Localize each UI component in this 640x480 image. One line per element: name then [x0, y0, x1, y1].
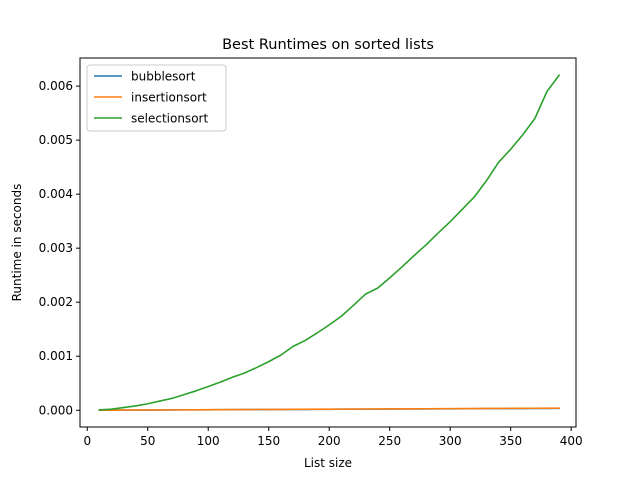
y-tick-label: 0.002 — [39, 295, 73, 309]
x-tick-label: 150 — [257, 434, 280, 448]
series-line-insertionsort — [98, 407, 560, 412]
x-tick-label: 50 — [140, 434, 155, 448]
axes-frame — [79, 57, 577, 428]
x-axis-label: List size — [304, 456, 352, 470]
x-tick-label: 250 — [378, 434, 401, 448]
x-tick-label: 100 — [197, 434, 220, 448]
legend-label-insertionsort: insertionsort — [131, 91, 207, 105]
series-line-selectionsort — [98, 74, 561, 411]
chart-title: Best Runtimes on sorted lists — [222, 37, 434, 53]
y-tick-label: 0.003 — [39, 241, 73, 255]
x-tick-label: 300 — [439, 434, 462, 448]
y-axis: 0.000 0.001 0.002 0.003 0.004 0.005 0.006 — [39, 79, 80, 417]
plot-area — [98, 74, 561, 412]
x-tick-label: 400 — [560, 434, 583, 448]
y-tick-label: 0.004 — [39, 187, 73, 201]
legend-box — [86, 64, 227, 132]
x-tick-label: 350 — [499, 434, 522, 448]
x-axis: 0 50 100 150 200 250 300 350 400 — [83, 427, 583, 448]
x-tick-label: 0 — [83, 434, 91, 448]
legend-label-selectionsort: selectionsort — [131, 112, 208, 126]
y-tick-label: 0.000 — [39, 403, 73, 417]
y-tick-label: 0.001 — [39, 349, 73, 363]
x-tick-label: 200 — [318, 434, 341, 448]
legend-label-bubblesort: bubblesort — [131, 70, 196, 84]
y-axis-label: Runtime in seconds — [10, 184, 24, 302]
y-tick-label: 0.006 — [39, 79, 73, 93]
y-tick-label: 0.005 — [39, 133, 73, 147]
legend: bubblesort insertionsort selectionsort — [86, 64, 227, 132]
